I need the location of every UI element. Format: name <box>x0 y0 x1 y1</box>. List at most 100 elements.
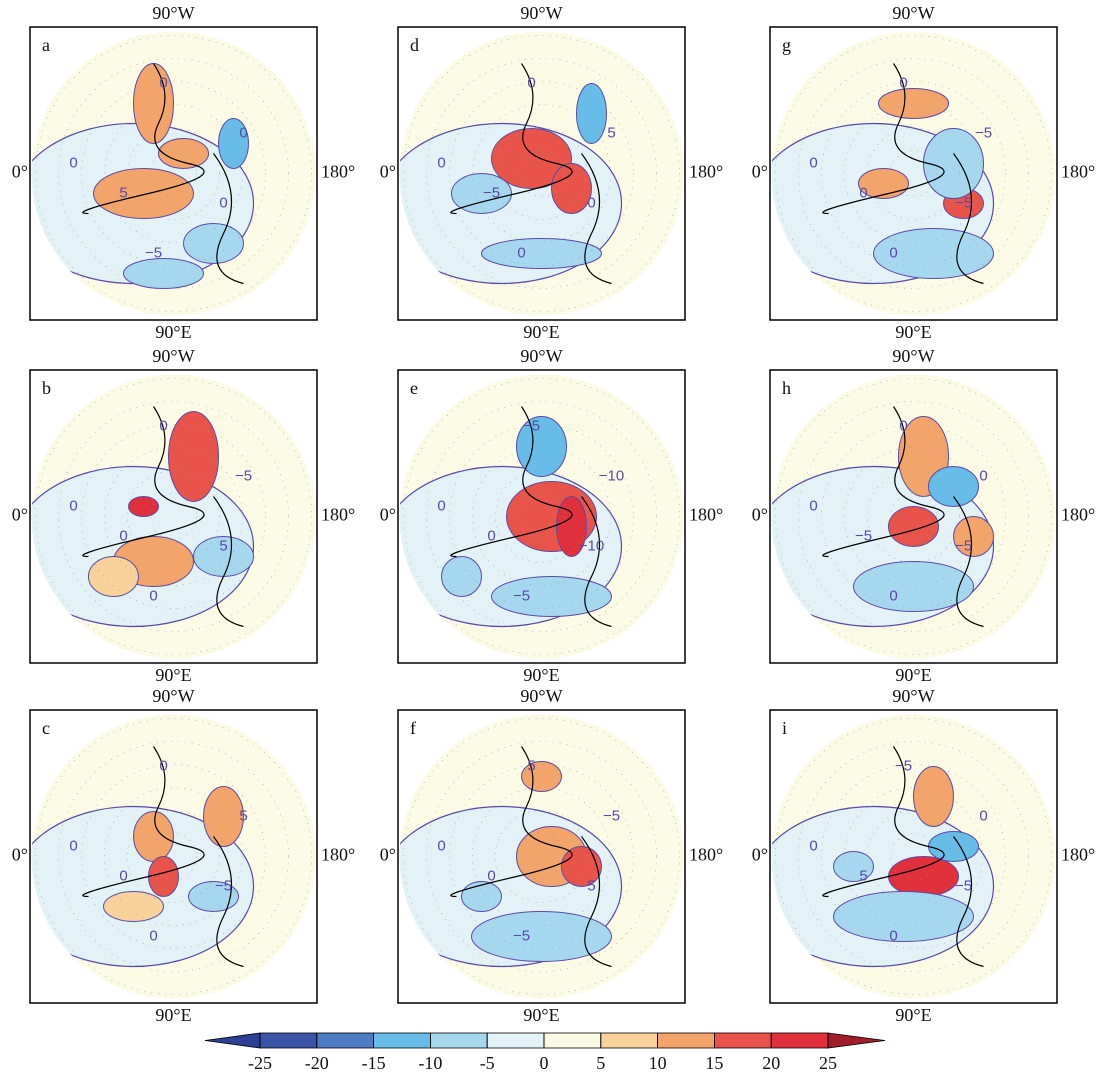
anomaly <box>833 851 874 882</box>
latitude-circle <box>104 104 243 243</box>
left-label: 0° <box>12 845 28 865</box>
anomaly <box>913 766 954 827</box>
colorbar-high <box>827 1032 886 1049</box>
latitude-circle <box>403 378 680 655</box>
contour-label: −5 <box>603 807 620 824</box>
panel-label: d <box>410 35 419 55</box>
latitude-circle <box>127 470 220 563</box>
top-label: 90°W <box>892 686 934 706</box>
contour-label: 0 <box>69 154 77 171</box>
right-label: 180° <box>321 162 355 182</box>
latitude-circle <box>472 787 611 926</box>
contour-label: 5 <box>527 757 535 774</box>
top-label: 90°W <box>520 3 562 23</box>
anomaly <box>873 228 994 279</box>
latitude-circle <box>449 81 634 266</box>
map <box>399 31 684 316</box>
anomaly <box>471 911 612 962</box>
contour-label: 0 <box>809 497 817 514</box>
right-label: 180° <box>321 845 355 865</box>
contour-label: 0 <box>899 74 907 91</box>
panel-label: e <box>410 378 418 398</box>
panel-label: i <box>782 718 787 738</box>
latitude-circle <box>35 378 312 655</box>
latitude-circle <box>104 447 243 586</box>
contour-label: −5 <box>513 587 530 604</box>
latitude-circle <box>821 424 1006 609</box>
right-label: 180° <box>1061 162 1095 182</box>
anomaly <box>928 831 979 862</box>
latitude-circle <box>426 741 657 972</box>
contour-label: 0 <box>437 154 445 171</box>
contour-label: 0 <box>149 927 157 944</box>
colorbar-tick-label: 10 <box>649 1053 667 1073</box>
contour-label: 5 <box>219 537 227 554</box>
panel-label: a <box>42 35 50 55</box>
latitude-circle <box>844 447 983 586</box>
anomaly <box>576 83 607 144</box>
bottom-label: 90°E <box>895 322 931 342</box>
colorbar-bin <box>714 1032 772 1049</box>
latitude-circle <box>449 424 634 609</box>
latitude-circle <box>150 150 197 197</box>
contour-label: −5 <box>975 124 992 141</box>
latitude-circle <box>518 833 565 880</box>
colorbar-bin <box>373 1032 431 1049</box>
right-label: 180° <box>689 162 723 182</box>
contour-label: 0 <box>437 837 445 854</box>
top-label: 90°W <box>892 346 934 366</box>
latitude-circle <box>890 150 937 197</box>
right-label: 180° <box>1061 505 1095 525</box>
anomaly <box>491 576 612 617</box>
colorbar-tick-label: 25 <box>819 1053 837 1073</box>
contour-label: −5 <box>895 757 912 774</box>
latitude-circle <box>81 764 266 949</box>
panel-frame <box>397 369 686 664</box>
anomaly <box>833 891 974 942</box>
bottom-label: 90°E <box>155 1005 191 1025</box>
anomaly <box>88 556 139 597</box>
anomaly <box>158 138 209 169</box>
top-label: 90°W <box>892 3 934 23</box>
contour-label: 0 <box>159 757 167 774</box>
contour-label: 5 <box>119 184 127 201</box>
panel-frame <box>29 26 318 321</box>
contour-label: 5 <box>239 807 247 824</box>
colorbar-tick-label: 5 <box>596 1053 605 1073</box>
latitude-circle <box>890 833 937 880</box>
anomaly <box>188 881 239 912</box>
map <box>771 374 1056 659</box>
contour-label: −10 <box>579 537 604 554</box>
contour-label: 0 <box>159 74 167 91</box>
bottom-label: 90°E <box>155 665 191 685</box>
latitude-circle <box>867 470 960 563</box>
anomaly <box>148 856 179 897</box>
contour-label: 0 <box>219 194 227 211</box>
map <box>31 374 316 659</box>
right-label: 180° <box>321 505 355 525</box>
contour-label: 0 <box>239 124 247 141</box>
latitude-circle <box>821 81 1006 266</box>
colorbar-tick-label: 0 <box>540 1053 549 1073</box>
coastline <box>82 746 244 968</box>
bottom-label: 90°E <box>523 665 559 685</box>
latitude-circle <box>35 718 312 995</box>
panel-frame <box>29 709 318 1004</box>
anomaly <box>556 496 587 557</box>
panel-label: f <box>410 718 416 738</box>
latitude-circle <box>403 718 680 995</box>
latitude-circle <box>844 104 983 243</box>
latitude-circle <box>81 81 266 266</box>
contour-label: −5 <box>955 194 972 211</box>
bottom-label: 90°E <box>523 1005 559 1025</box>
contour-label: 0 <box>437 497 445 514</box>
contour-label: −5 <box>855 527 872 544</box>
colorbar-bin <box>429 1032 488 1049</box>
latitude-circle <box>449 764 634 949</box>
contour-label: −5 <box>235 467 252 484</box>
colorbar-bin <box>600 1032 658 1049</box>
contour-label: −5 <box>215 877 232 894</box>
left-label: 0° <box>12 505 28 525</box>
coastline <box>822 63 984 285</box>
bottom-label: 90°E <box>155 322 191 342</box>
